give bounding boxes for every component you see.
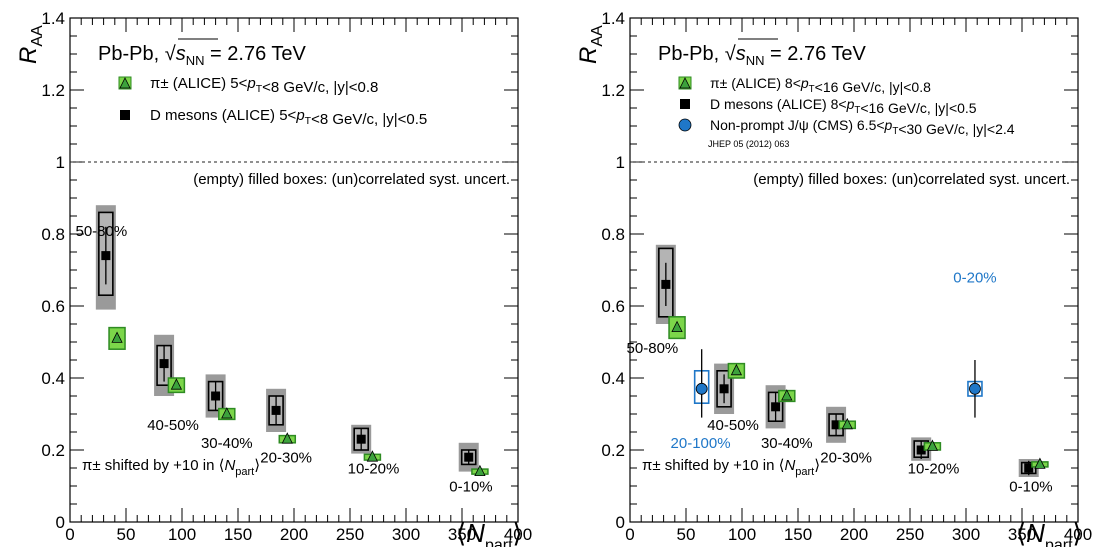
- d-meson-point: [1024, 463, 1034, 473]
- x-tick-label: 150: [224, 525, 252, 544]
- centrality-label: 20-30%: [260, 450, 312, 467]
- d-meson-point: [831, 420, 841, 430]
- x-tick-label: 150: [784, 525, 812, 544]
- pion-point: [671, 320, 683, 333]
- x-tick-label: 200: [280, 525, 308, 544]
- shift-note: π± shifted by +10 in ⟨Npart⟩: [82, 457, 260, 478]
- x-tick-label: 100: [168, 525, 196, 544]
- centrality-label: 0-10%: [1009, 478, 1052, 495]
- reference-citation: JHEP 05 (2012) 063: [708, 139, 789, 149]
- systematics-note: (empty) filled boxes: (un)correlated sys…: [753, 171, 1070, 188]
- centrality-label: 0-20%: [953, 270, 996, 287]
- y-axis-title: RAA: [15, 25, 46, 64]
- x-tick-label: 350: [448, 525, 476, 544]
- pion-point: [730, 363, 743, 376]
- legend-entry-label: π± (ALICE) 5<pT<8 GeV/c, |y|<0.8: [150, 75, 378, 96]
- centrality-label: 0-10%: [449, 478, 492, 495]
- d-meson-point: [211, 391, 221, 401]
- d-meson-point: [464, 452, 474, 462]
- y-tick-label: 1.2: [601, 81, 625, 100]
- x-tick-label: 0: [625, 525, 634, 544]
- y-tick-label: 1: [56, 153, 65, 172]
- jpsi-point: [969, 382, 981, 395]
- centrality-label: 10-20%: [908, 460, 960, 477]
- pion-point: [366, 450, 379, 462]
- centrality-label: 20-30%: [820, 450, 872, 467]
- d-meson-point: [159, 359, 169, 369]
- y-tick-label: 0.8: [601, 225, 625, 244]
- jpsi-point: [695, 382, 708, 395]
- chart-panel-1: 0 0.2 0.4 0.6 0.8 1 1.2 1.4 0 50 100 150 200 250 300 35…: [15, 9, 532, 547]
- x-tick-label: 50: [117, 525, 136, 544]
- y-tick-label: 1.4: [41, 9, 65, 28]
- centrality-label: 30-40%: [201, 435, 253, 452]
- pion-point: [281, 432, 293, 444]
- x-tick-label: 100: [728, 525, 756, 544]
- y-tick-label: 0.4: [41, 369, 65, 388]
- legend-entry-label: Non-prompt J/ψ (CMS) 6.5<pT<30 GeV/c, |y…: [710, 117, 1015, 137]
- legend-marker-square: [120, 110, 130, 120]
- pion-point: [1034, 457, 1046, 469]
- pion-point: [221, 407, 233, 419]
- centrality-label: 20-100%: [671, 435, 731, 452]
- legend-marker-circle: [678, 118, 692, 132]
- x-tick-label: 300: [392, 525, 420, 544]
- x-tick-label: 50: [677, 525, 696, 544]
- legend-marker-square: [680, 99, 690, 109]
- d-meson-point: [101, 251, 111, 261]
- systematics-note: (empty) filled boxes: (un)correlated sys…: [193, 171, 510, 188]
- x-tick-label: 0: [65, 525, 74, 544]
- y-tick-label: 0.6: [41, 297, 65, 316]
- collision-system-header: Pb-Pb, √sNN = 2.76 TeV: [98, 43, 307, 68]
- x-axis-title: ⟨Npart⟩: [456, 518, 523, 547]
- y-tick-label: 0: [616, 513, 625, 532]
- y-tick-label: 1: [616, 153, 625, 172]
- y-tick-label: 0: [56, 513, 65, 532]
- x-tick-label: 400: [504, 525, 532, 544]
- centrality-label: 40-50%: [707, 417, 759, 434]
- y-axis-title: RAA: [575, 25, 606, 64]
- legend-entry-label: D mesons (ALICE) 5<pT<8 GeV/c, |y|<0.5: [150, 107, 427, 128]
- x-tick-label: 400: [1064, 525, 1092, 544]
- legend-marker-triangle: [679, 77, 691, 89]
- centrality-label: 50-80%: [76, 223, 128, 240]
- d-meson-point: [271, 405, 281, 415]
- d-meson-point: [771, 402, 781, 412]
- y-tick-label: 0.2: [601, 441, 625, 460]
- pion-point: [170, 378, 183, 390]
- d-meson-point: [719, 384, 729, 394]
- y-tick-label: 0.8: [41, 225, 65, 244]
- y-tick-label: 0.2: [41, 441, 65, 460]
- x-tick-label: 250: [336, 525, 364, 544]
- legend-entry-label: π± (ALICE) 8<pT<16 GeV/c, |y|<0.8: [710, 75, 931, 95]
- pion-point: [111, 331, 123, 343]
- pion-point: [474, 464, 486, 477]
- x-tick-label: 250: [896, 525, 924, 544]
- y-tick-label: 0.4: [601, 369, 625, 388]
- d-meson-point: [661, 279, 671, 289]
- pion-point: [926, 439, 939, 451]
- pion-point: [781, 389, 793, 401]
- centrality-label: 30-40%: [761, 435, 813, 452]
- x-tick-label: 200: [840, 525, 868, 544]
- legend-marker-triangle: [119, 77, 131, 89]
- centrality-label: 10-20%: [348, 460, 400, 477]
- centrality-label: 50-80%: [627, 340, 679, 357]
- chart-panel-2: 0 0.2 0.4 0.6 0.8 1 1.2 1.4 0 50 100 150 200 250 300 35…: [575, 9, 1092, 547]
- y-tick-label: 0.6: [601, 297, 625, 316]
- d-meson-point: [916, 445, 926, 455]
- x-tick-label: 350: [1008, 525, 1036, 544]
- y-tick-label: 1.2: [41, 81, 65, 100]
- pion-point: [841, 417, 853, 430]
- x-tick-label: 300: [952, 525, 980, 544]
- shift-note: π± shifted by +10 in ⟨Npart⟩: [642, 457, 820, 478]
- legend-entry-label: D mesons (ALICE) 8<pT<16 GeV/c, |y|<0.5: [710, 96, 977, 116]
- x-axis-title: ⟨Npart⟩: [1016, 518, 1083, 547]
- collision-system-header: Pb-Pb, √sNN = 2.76 TeV: [658, 43, 867, 68]
- d-meson-point: [356, 434, 366, 444]
- y-tick-label: 1.4: [601, 9, 625, 28]
- centrality-label: 40-50%: [147, 417, 199, 434]
